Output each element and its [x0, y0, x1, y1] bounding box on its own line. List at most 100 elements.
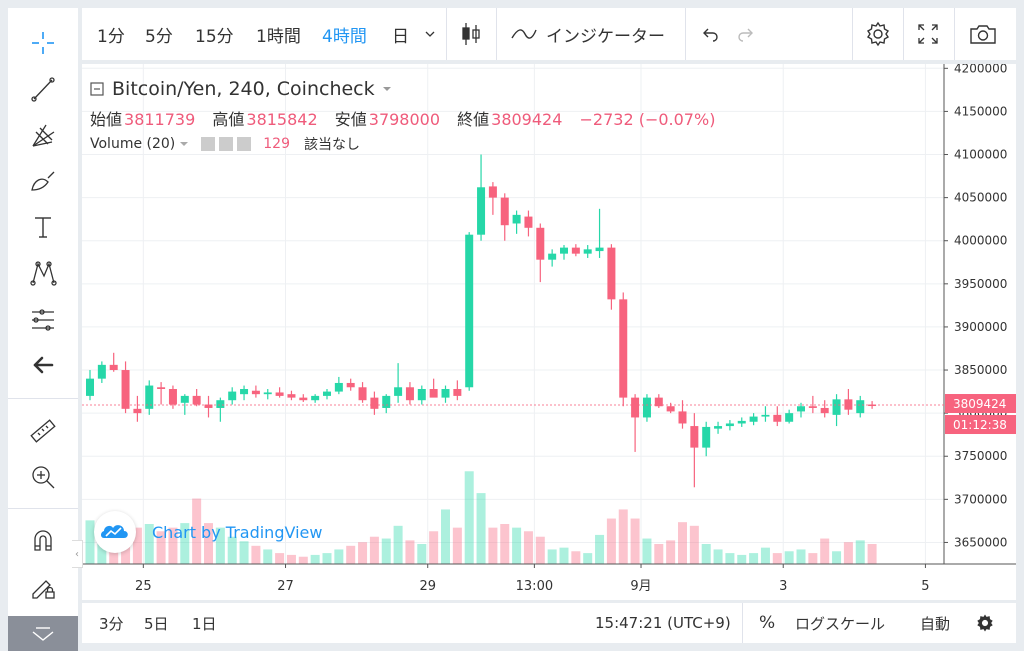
- range-3m-button[interactable]: 3分: [99, 614, 124, 633]
- tradingview-watermark[interactable]: Chart by TradingView: [94, 511, 322, 553]
- candle-body: [844, 399, 853, 410]
- open-value: 3811739: [124, 110, 196, 129]
- close-icon[interactable]: [237, 137, 252, 151]
- high-value: 3815842: [246, 110, 318, 129]
- trend-line-tool-button[interactable]: [8, 66, 78, 112]
- candle-body: [785, 413, 794, 422]
- y-tick-label: 3900000: [954, 320, 1007, 334]
- interval-1h[interactable]: 1時間: [256, 26, 301, 47]
- candle-body: [524, 216, 533, 228]
- gear-icon[interactable]: [219, 137, 234, 151]
- candle-body: [714, 426, 723, 429]
- candle-body: [382, 395, 391, 408]
- countdown-badge: [945, 415, 1016, 435]
- brush-tool-button[interactable]: [8, 158, 78, 204]
- x-tick-label: 27: [277, 579, 294, 594]
- magnet-button[interactable]: [8, 518, 78, 564]
- candle-body: [631, 397, 640, 418]
- settings-button[interactable]: [865, 8, 891, 60]
- volume-bar: [772, 553, 782, 564]
- range-1d-button[interactable]: 1日: [192, 614, 217, 633]
- lock-drawings-button[interactable]: [8, 564, 78, 610]
- volume-bar: [678, 522, 687, 564]
- cloud-icon: [101, 525, 128, 538]
- candle-body: [690, 426, 699, 448]
- crosshair-tool-button[interactable]: [8, 20, 78, 66]
- percent-scale-button[interactable]: %: [759, 613, 776, 633]
- auto-scale-button[interactable]: 自動: [920, 614, 951, 633]
- candle-body: [192, 395, 201, 405]
- candle-body: [263, 392, 272, 395]
- redo-button[interactable]: [736, 8, 756, 60]
- candle-body: [168, 389, 177, 405]
- ruler-icon: [30, 419, 56, 443]
- indicator-wave-icon: [511, 29, 537, 39]
- candle-body: [275, 392, 284, 396]
- candle-body: [678, 411, 687, 424]
- interval-1d[interactable]: 日: [392, 26, 409, 47]
- candle-body: [536, 227, 545, 260]
- interval-1m[interactable]: 1分: [97, 26, 125, 47]
- ruler-tool-button[interactable]: [8, 408, 78, 454]
- volume-bar: [405, 540, 415, 564]
- candle-body: [773, 414, 782, 422]
- zoom-in-button[interactable]: [8, 454, 78, 500]
- toolbar-divider: [496, 8, 497, 60]
- undo-icon: [703, 28, 718, 42]
- candle-body: [725, 423, 734, 427]
- prediction-tool-button[interactable]: [8, 296, 78, 342]
- chart-type-button[interactable]: [460, 8, 482, 60]
- candle-body: [453, 389, 462, 396]
- interval-15m[interactable]: 15分: [195, 26, 234, 47]
- fib-tool-button[interactable]: [8, 112, 78, 158]
- y-tick-label: 4100000: [954, 148, 1007, 162]
- log-scale-button[interactable]: ログスケール: [795, 614, 886, 633]
- interval-4h[interactable]: 4時間: [322, 26, 367, 47]
- volume-bar: [737, 554, 747, 564]
- drawing-toolbar: [8, 8, 78, 651]
- pattern-tool-button[interactable]: [8, 250, 78, 296]
- collapse-legend-icon[interactable]: [90, 82, 104, 96]
- volume-name[interactable]: Volume (20): [90, 136, 176, 152]
- candlestick-chart[interactable]: 4200000 4150000 4100000 4050000 4000000 39500…: [82, 64, 1016, 600]
- caret-down-icon[interactable]: [381, 83, 393, 95]
- scale-settings-button[interactable]: [975, 603, 995, 643]
- scroll-left-button[interactable]: ‹: [72, 540, 83, 568]
- indicators-button[interactable]: インジケーター: [510, 8, 665, 60]
- x-tick-label: 25: [135, 579, 152, 594]
- volume-bar: [369, 536, 379, 564]
- text-tool-button[interactable]: [8, 204, 78, 250]
- gear-icon: [867, 21, 889, 47]
- toolbar-divider: [8, 508, 78, 509]
- candle-body: [417, 389, 426, 401]
- volume-bar: [666, 540, 676, 564]
- candle-body: [761, 414, 770, 417]
- toolbar-divider: [742, 603, 743, 643]
- candle-body: [216, 400, 225, 408]
- volume-bar: [784, 551, 794, 564]
- eye-icon[interactable]: [201, 137, 216, 151]
- caret-down-icon[interactable]: [179, 139, 189, 149]
- interval-5m[interactable]: 5分: [145, 26, 173, 47]
- candle-body: [619, 299, 628, 398]
- volume-bar: [583, 553, 593, 564]
- volume-bar: [204, 523, 213, 564]
- candle-body: [595, 247, 604, 252]
- range-5d-button[interactable]: 5日: [144, 614, 169, 633]
- clock-display[interactable]: 15:47:21 (UTC+9): [595, 614, 731, 632]
- candle-body: [500, 197, 509, 226]
- volume-bar: [180, 523, 190, 564]
- candle-body: [394, 387, 403, 396]
- toolbar-divider: [903, 8, 904, 60]
- text-icon: [35, 217, 51, 238]
- collapse-toolbar-button[interactable]: [8, 342, 78, 388]
- magnet-icon: [34, 530, 52, 551]
- candle-body: [642, 397, 651, 418]
- interval-dropdown-button[interactable]: [424, 8, 436, 60]
- symbol-legend[interactable]: Bitcoin/Yen, 240, Coincheck: [90, 78, 393, 100]
- eye-toggle-button[interactable]: [8, 616, 78, 651]
- fullscreen-button[interactable]: [916, 8, 940, 60]
- snapshot-button[interactable]: [968, 8, 998, 60]
- undo-button[interactable]: [700, 8, 720, 60]
- high-label: 高値: [212, 110, 245, 129]
